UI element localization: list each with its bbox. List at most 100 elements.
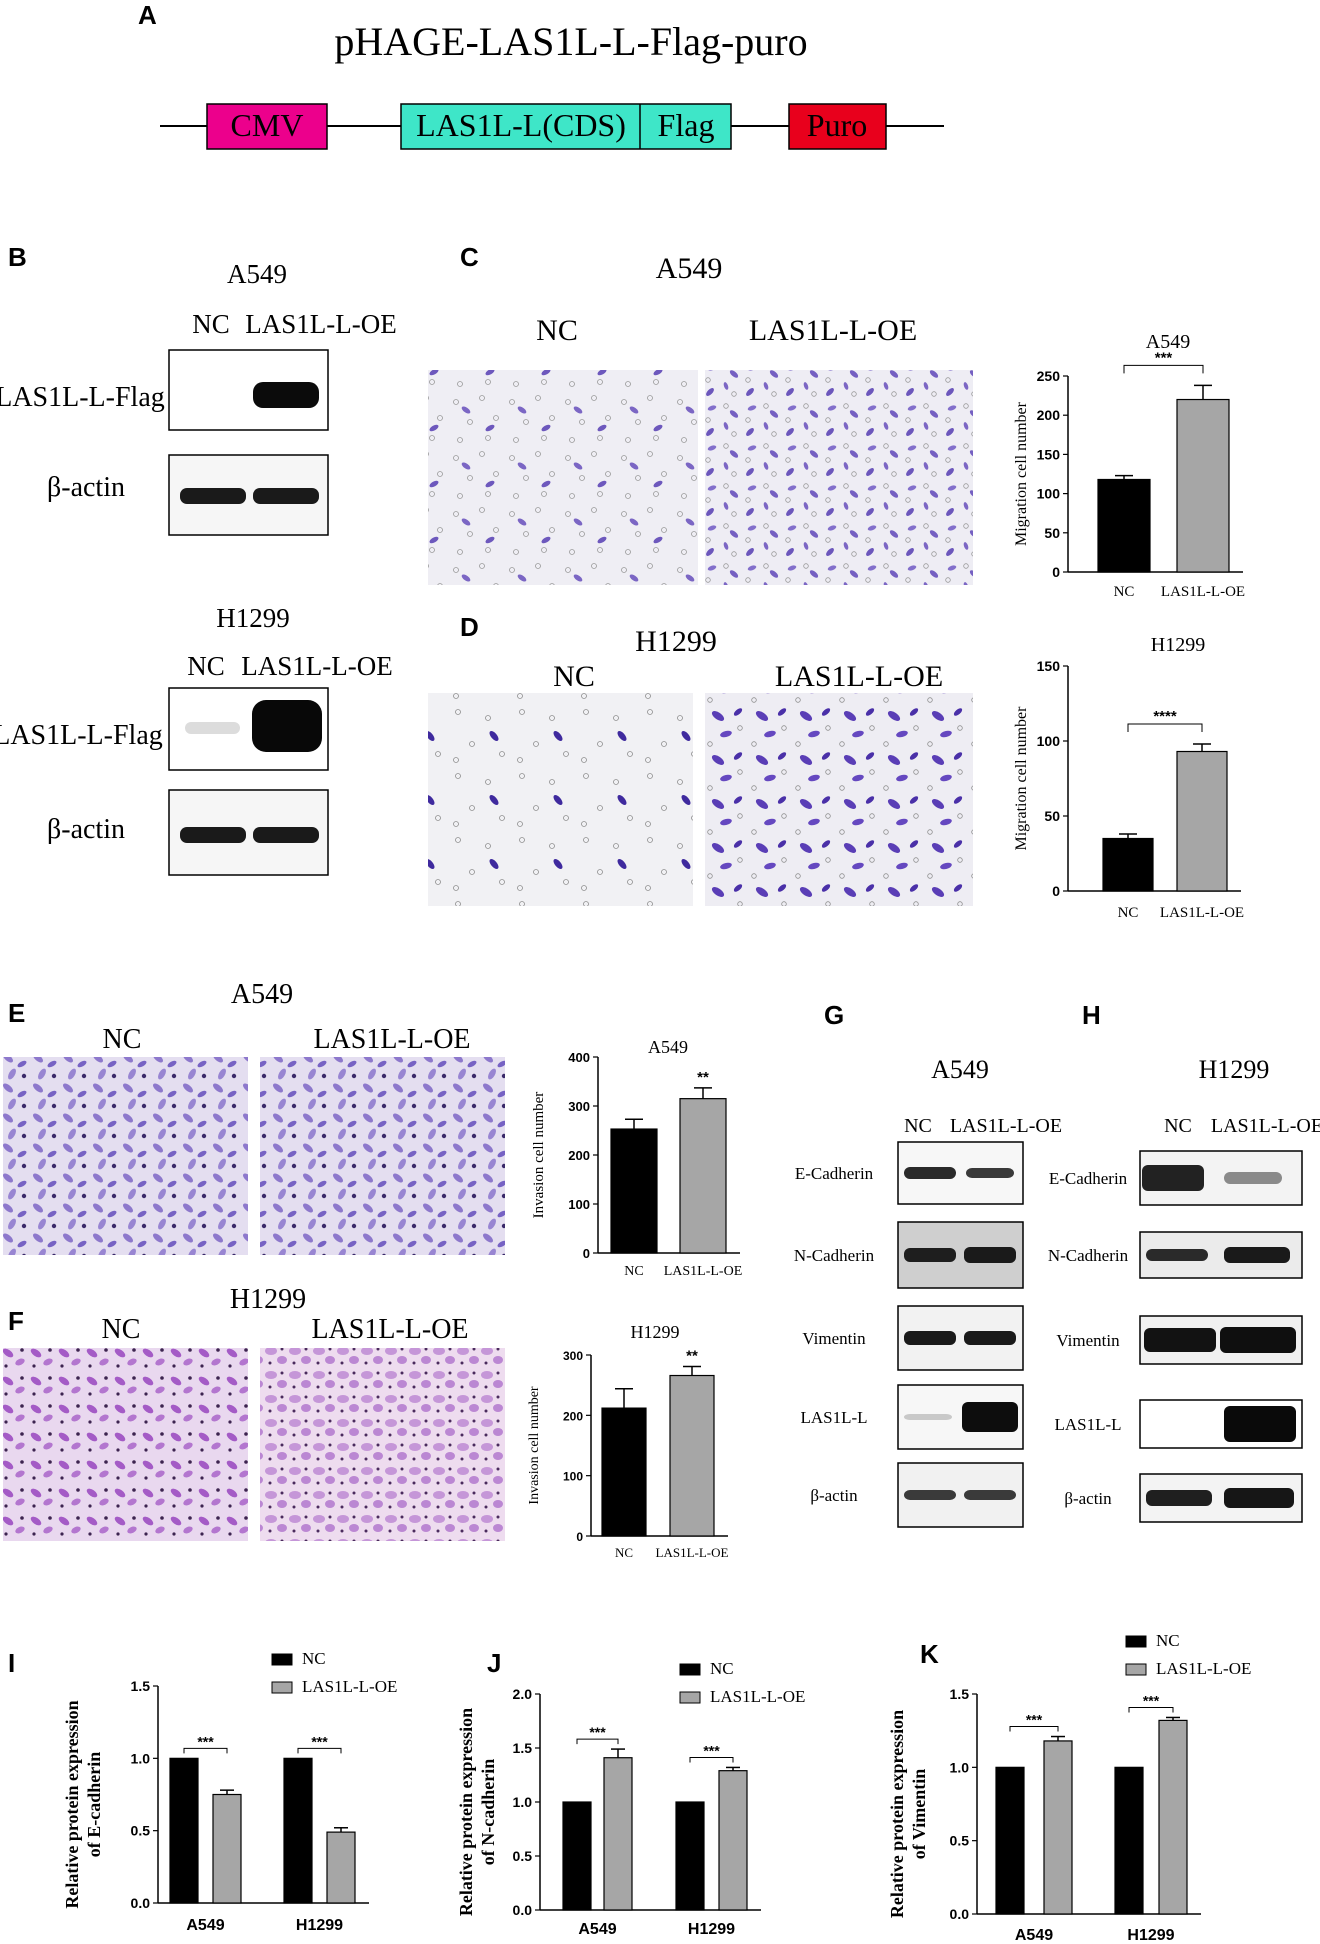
panel-d: D H1299 NC LAS1L-L-OE H1299 0 50 100 150 Migr…: [428, 612, 1244, 921]
panel-e-oe: LAS1L-L-OE: [313, 1024, 470, 1055]
y-tick-label: 0: [576, 1530, 583, 1544]
bar-h1299-las1l-l-oe: [718, 1770, 748, 1911]
blot-label-β-actin: β-actin: [810, 1486, 858, 1505]
y-tick-label: 1.5: [513, 1740, 533, 1756]
y-tick-label: 150: [1037, 658, 1061, 674]
x-category-label: LAS1L-L-OE: [1160, 905, 1244, 921]
panel-h-cell: H1299: [1199, 1055, 1270, 1084]
legend-label: LAS1L-L-OE: [1156, 1659, 1251, 1678]
panel-h-oe: LAS1L-L-OE: [1211, 1115, 1320, 1137]
blot-b-top-band1-label: LAS1L-L-Flag: [0, 382, 165, 413]
band-nc: [904, 1248, 956, 1262]
y-axis-label: Relative protein expression of E-cadherin: [62, 1700, 104, 1908]
band-oe: [1224, 1172, 1282, 1184]
panel-d-nc: NC: [553, 660, 595, 693]
panel-g: G A549 NC LAS1L-L-OE E-Cadherin N-Cadheri…: [794, 1000, 1062, 1528]
y-tick-label: 0: [1052, 564, 1060, 580]
significance-bracket: [183, 1747, 228, 1754]
chart-d: H1299 0 50 100 150 Migration cell number NC LAS…: [1013, 634, 1244, 921]
blot-label-e-cadherin: E-Cadherin: [1049, 1169, 1128, 1188]
blot-b-top-band2-label: β-actin: [47, 472, 125, 503]
puro-box: [788, 103, 887, 150]
legend-swatch: [1125, 1635, 1147, 1648]
band-b-top-nc-actin: [180, 488, 246, 504]
panel-g-oe: LAS1L-L-OE: [950, 1115, 1062, 1137]
y-tick-label: 0.0: [131, 1895, 151, 1911]
chart-e-title: A549: [648, 1037, 688, 1057]
band-oe: [1224, 1406, 1296, 1442]
significance-label: ***: [703, 1742, 720, 1758]
significance-label: ***: [1143, 1692, 1160, 1708]
panel-f-nc: NC: [102, 1314, 141, 1345]
band-b-bottom-oe-flag: [252, 700, 322, 752]
panel-h: H H1299 NC LAS1L-L-OE E-Cadherin N-Cadher…: [1048, 1000, 1320, 1523]
panel-letter-e: E: [8, 998, 25, 1028]
chart-c: A549 0 50 100 150 200 250 Migration cell number…: [1013, 331, 1245, 600]
micrograph-c-nc: [428, 370, 698, 585]
significance-bracket: [1009, 1726, 1059, 1732]
panel-c-oe: LAS1L-L-OE: [749, 314, 917, 347]
band-b-top-oe-actin: [253, 488, 319, 504]
y-axis-label: Migration cell number: [1013, 401, 1030, 546]
significance-label: ***: [311, 1733, 328, 1749]
micrograph-f-nc: [3, 1348, 248, 1541]
x-category-label: H1299: [1127, 1927, 1174, 1944]
y-axis-label: Invasion cell number: [531, 1092, 547, 1219]
significance-label: ***: [1155, 349, 1173, 366]
y-tick-label: 0.0: [513, 1902, 533, 1918]
legend-label: LAS1L-L-OE: [710, 1687, 805, 1706]
significance-label: ***: [1026, 1712, 1043, 1728]
bar-nc: [601, 1407, 647, 1537]
panel-c-cell: A549: [656, 252, 723, 285]
panel-letter-f: F: [8, 1306, 24, 1336]
y-tick-label: 50: [1044, 808, 1060, 824]
bar-nc: [610, 1128, 658, 1254]
band-oe: [964, 1490, 1016, 1500]
panel-g-cell: A549: [931, 1055, 989, 1084]
significance-bracket: [1123, 364, 1204, 374]
blot-label-β-actin: β-actin: [1064, 1489, 1112, 1508]
micrograph-f-oe: [260, 1348, 505, 1541]
y-tick-label: 1.0: [513, 1794, 533, 1810]
legend-label: NC: [710, 1659, 734, 1678]
blot-h: E-Cadherin N-Cadherin Vimentin LAS1L-L β-act…: [1048, 1150, 1303, 1523]
bar-nc: [1102, 837, 1154, 892]
y-tick-label: 2.0: [513, 1686, 533, 1702]
flag-label: Flag: [658, 107, 715, 143]
band-b-bottom-nc-actin: [180, 827, 246, 843]
band-b-bottom-oe-actin: [253, 827, 319, 843]
band-nc: [904, 1414, 952, 1420]
band-oe: [966, 1168, 1014, 1178]
significance-bracket: [576, 1738, 619, 1745]
blot-label-vimentin: Vimentin: [802, 1329, 866, 1348]
y-tick-label: 0: [583, 1246, 590, 1261]
blot-b-bottom-oe: LAS1L-L-OE: [241, 651, 392, 681]
blot-label-las1l-l: LAS1L-L: [800, 1408, 867, 1427]
bar-las1l-l-oe: [679, 1098, 727, 1254]
blot-b-bottom-band1-label: LAS1L-L-Flag: [0, 720, 163, 751]
blot-b-top-nc: NC: [192, 309, 230, 339]
y-axis-label: Invasion cell number: [527, 1386, 542, 1505]
panel-c-nc: NC: [536, 314, 578, 347]
micrograph-e-oe: [260, 1057, 505, 1255]
x-category-label: H1299: [296, 1917, 343, 1934]
chart-f-title: H1299: [631, 1322, 680, 1342]
bar-a549-nc: [169, 1757, 199, 1904]
y-axis-label: Migration cell number: [1013, 706, 1030, 851]
blot-b-top-cell: A549: [227, 259, 287, 289]
x-category-label: A549: [578, 1921, 616, 1938]
panel-letter-b: B: [8, 242, 27, 272]
bar-h1299-nc: [283, 1757, 313, 1904]
chart-i: 0.0 0.5 1.0 1.5 Relative protein expression o…: [62, 1649, 397, 1934]
panel-letter-i: I: [8, 1648, 15, 1678]
panel-letter-d: D: [460, 612, 479, 642]
x-category-label: A549: [186, 1917, 224, 1934]
blot-label-n-cadherin: N-Cadherin: [794, 1246, 875, 1265]
chart-j: 0.0 0.5 1.0 1.5 2.0 Relative protein expressi…: [456, 1659, 805, 1938]
blot-label-vimentin: Vimentin: [1056, 1331, 1120, 1350]
significance-label: ***: [589, 1724, 606, 1740]
bar-a549-las1l-l-oe: [1043, 1740, 1073, 1915]
y-tick-label: 0.5: [131, 1823, 151, 1839]
x-category-label: NC: [615, 1545, 633, 1560]
